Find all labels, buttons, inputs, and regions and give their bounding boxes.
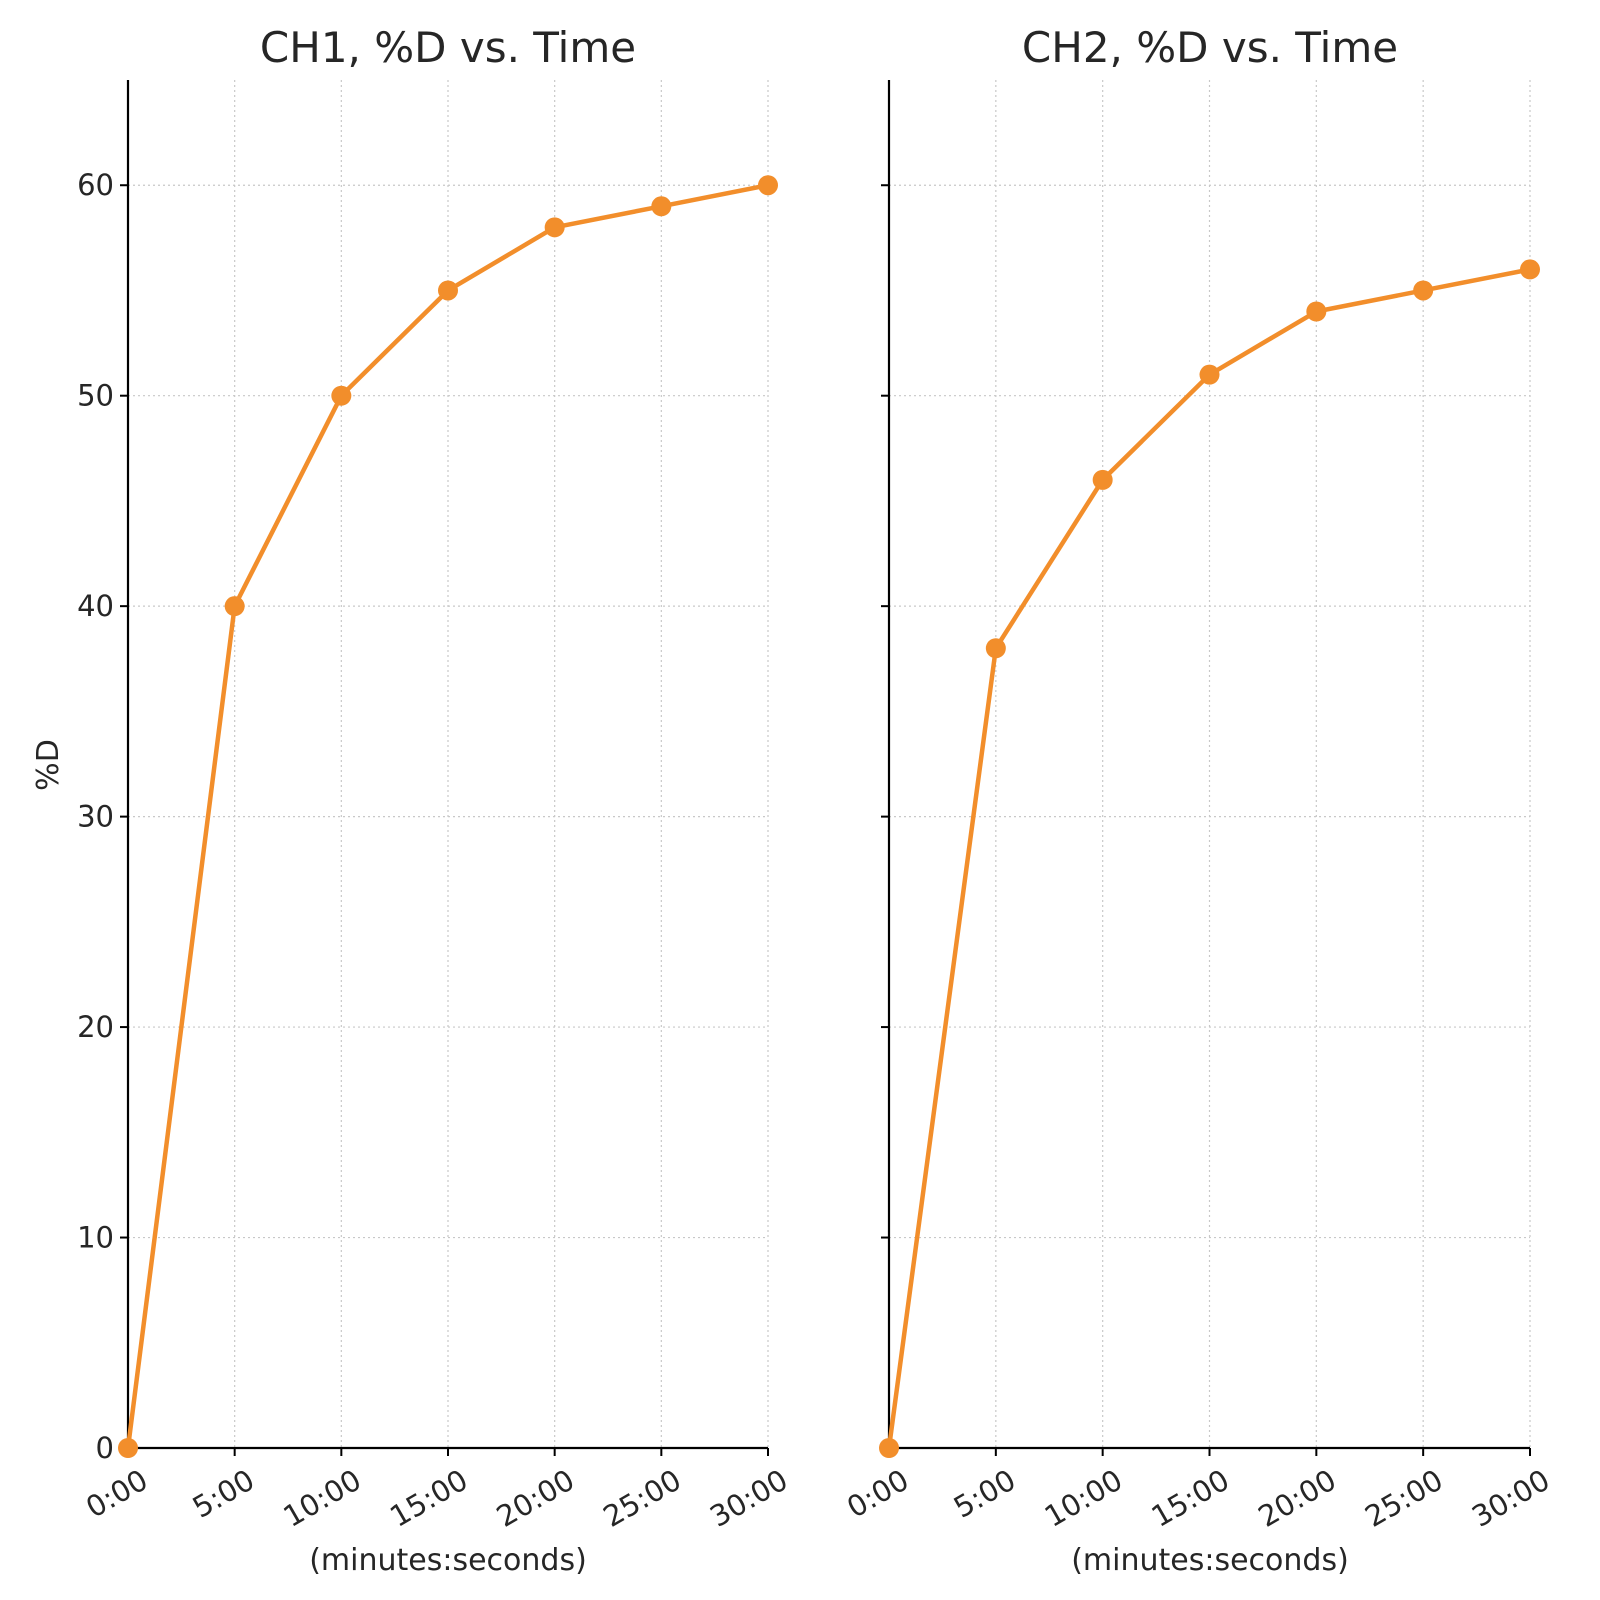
- x-axis-ticks: 0:00 5:00 10:00 15:00 20:00 25:00 30:00: [80, 1448, 794, 1534]
- data-point: [331, 385, 352, 406]
- data-point: [1199, 364, 1220, 385]
- data-point: [1092, 469, 1113, 490]
- x-tick-label: 25:00: [597, 1463, 686, 1534]
- data-point: [1413, 280, 1434, 301]
- series: [118, 175, 778, 1458]
- x-tick-label: 5:00: [187, 1463, 260, 1525]
- x-tick-label: 0:00: [80, 1463, 153, 1525]
- x-tick-label: 30:00: [704, 1463, 793, 1534]
- data-point: [651, 196, 672, 217]
- x-tick-label: 0:00: [841, 1463, 914, 1525]
- x-axis-ticks: 0:00 5:00 10:00 15:00 20:00 25:00 30:00: [841, 1448, 1556, 1534]
- data-point: [985, 638, 1006, 659]
- y-tick-label: 50: [77, 379, 114, 413]
- x-tick-label: 5:00: [948, 1463, 1021, 1525]
- x-tick-label: 15:00: [384, 1463, 473, 1534]
- y-tick-label: 0: [96, 1431, 114, 1465]
- y-axis-ticks: [881, 184, 889, 1449]
- chart-ch1: CH1, %D vs. Time 0 10 20 30 40 50 60 0:00 5:00 1…: [31, 23, 794, 1578]
- x-tick-label: 20:00: [1252, 1463, 1341, 1534]
- x-axis-label: (minutes:seconds): [1071, 1543, 1349, 1578]
- data-point: [879, 1438, 899, 1458]
- data-point: [118, 1438, 138, 1458]
- y-axis-label: %D: [31, 739, 66, 791]
- chart-title: CH2, %D vs. Time: [1022, 23, 1398, 72]
- grid: [888, 80, 1531, 1449]
- x-tick-label: 30:00: [1466, 1463, 1555, 1534]
- data-point: [758, 175, 778, 196]
- data-point: [544, 217, 565, 238]
- y-tick-label: 20: [77, 1010, 114, 1044]
- x-tick-label: 20:00: [491, 1463, 580, 1534]
- chart-title: CH1, %D vs. Time: [260, 23, 636, 72]
- data-point: [224, 596, 245, 617]
- chart-ch2: CH2, %D vs. Time 0:00 5:00 10:00 15:00 20:00…: [841, 23, 1555, 1578]
- data-point: [1306, 301, 1327, 322]
- y-tick-label: 40: [77, 589, 114, 623]
- x-tick-label: 10:00: [1039, 1463, 1128, 1534]
- data-point: [438, 280, 458, 301]
- series: [879, 259, 1540, 1458]
- x-tick-label: 15:00: [1146, 1463, 1235, 1534]
- y-tick-label: 30: [77, 800, 114, 834]
- x-tick-label: 10:00: [277, 1463, 366, 1534]
- y-axis-ticks: 0 10 20 30 40 50 60: [77, 168, 128, 1465]
- y-tick-label: 10: [77, 1221, 114, 1255]
- x-tick-label: 25:00: [1359, 1463, 1448, 1534]
- data-point: [1520, 259, 1540, 280]
- x-axis-label: (minutes:seconds): [309, 1543, 587, 1578]
- y-tick-label: 60: [77, 168, 114, 202]
